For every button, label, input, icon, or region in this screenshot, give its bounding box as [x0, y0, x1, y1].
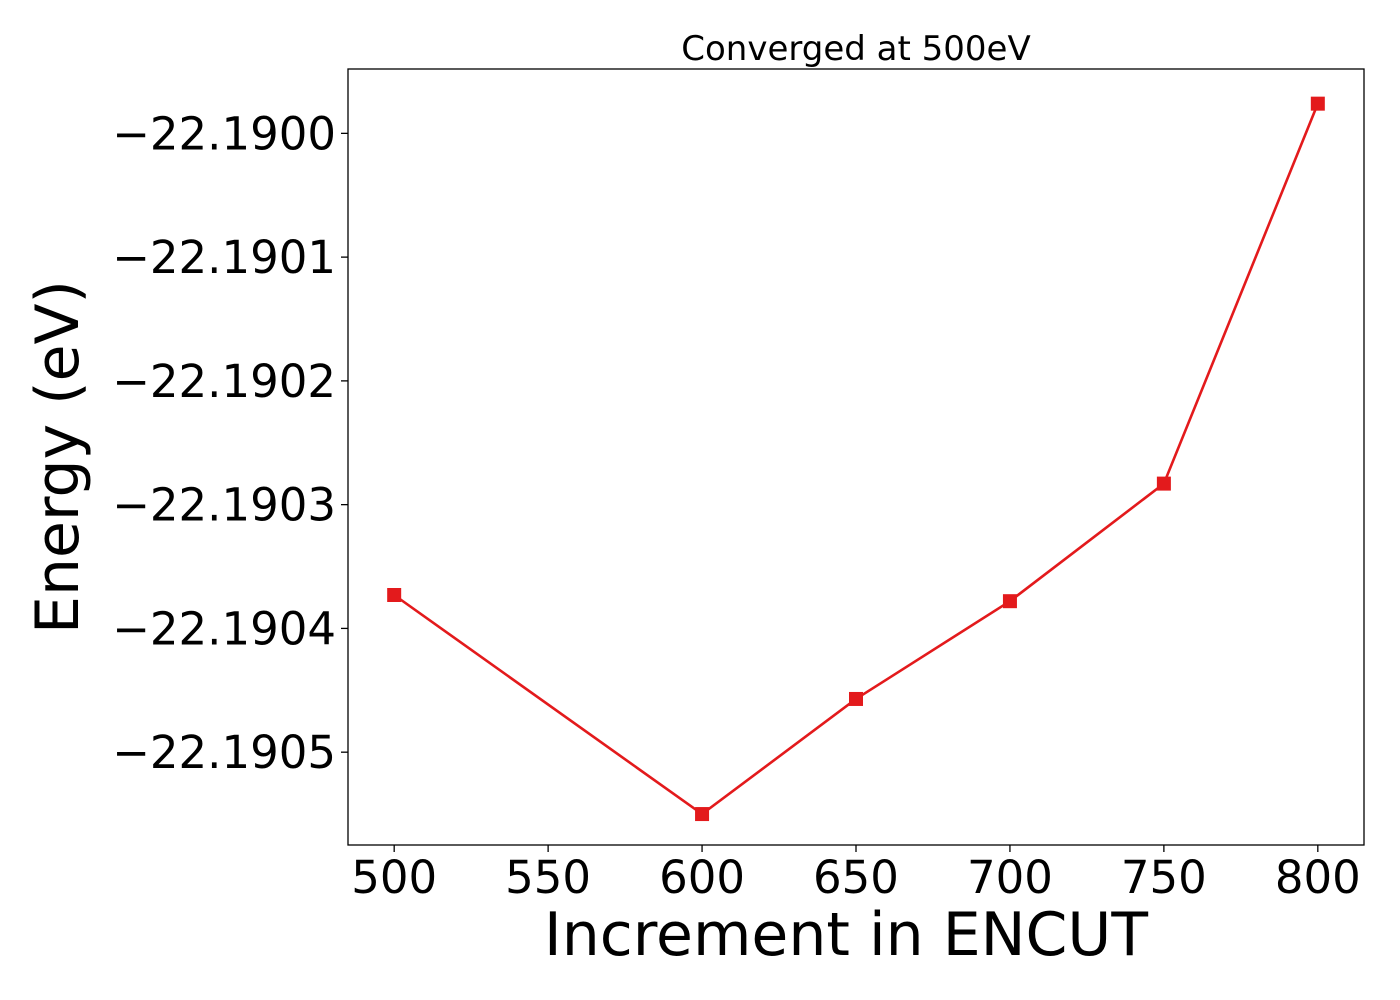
- data-point-marker: [1156, 476, 1171, 491]
- y-axis: −22.1900 −22.1901 −22.1902 −22.1903 −22.1904…: [112, 107, 348, 779]
- series-line: [393, 103, 1320, 816]
- x-tick-label: 500: [351, 851, 437, 904]
- data-point-marker: [695, 807, 710, 822]
- x-tick-label: 700: [967, 851, 1053, 904]
- y-axis-label: Energy (eV): [23, 280, 93, 634]
- series-layer: [387, 96, 1325, 822]
- x-axis: 500 550 600 650 700 750 800: [351, 845, 1361, 904]
- y-tick-label: −22.1904: [112, 602, 336, 655]
- plot-area-frame: [347, 68, 1365, 846]
- y-tick-label: −22.1900: [112, 107, 336, 160]
- chart-title: Converged at 500eV: [681, 29, 1030, 69]
- data-point-marker: [1002, 594, 1017, 609]
- y-tick-label: −22.1903: [112, 479, 336, 532]
- y-tick-label: −22.1905: [112, 726, 336, 779]
- data-point-marker: [1310, 96, 1325, 111]
- x-tick-label: 800: [1275, 851, 1361, 904]
- x-tick-label: 650: [813, 851, 899, 904]
- data-point-marker: [849, 691, 863, 706]
- y-tick-label: −22.1901: [112, 231, 336, 284]
- x-tick-label: 600: [659, 851, 745, 904]
- x-tick-label: 550: [505, 851, 591, 904]
- data-point-marker: [387, 587, 402, 602]
- y-tick-label: −22.1902: [112, 355, 336, 408]
- x-tick-label: 750: [1121, 851, 1207, 904]
- x-axis-label: Increment in ENCUT: [544, 900, 1148, 970]
